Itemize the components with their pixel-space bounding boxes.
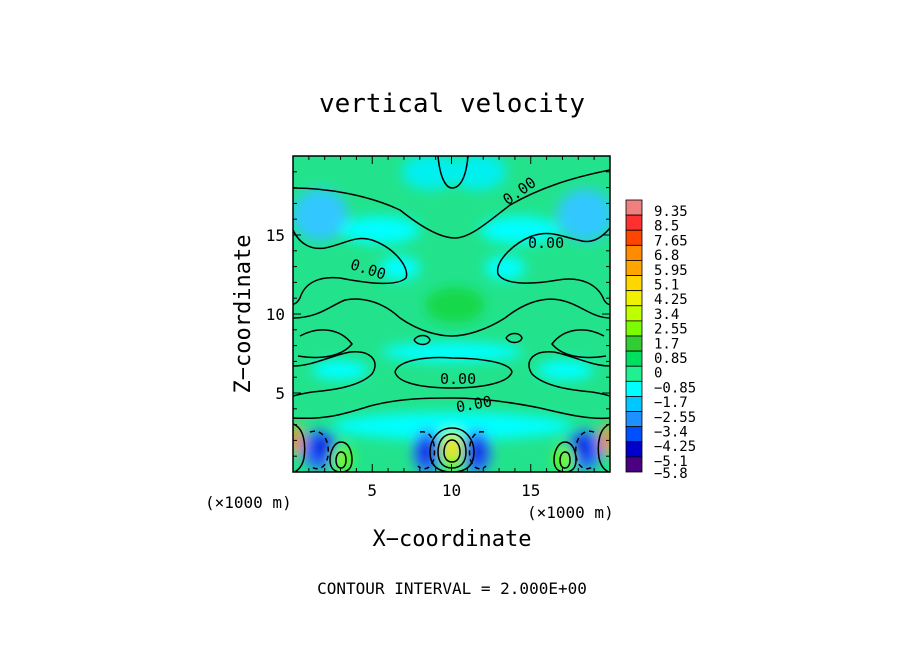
colorbar-label: 5.95 <box>654 263 688 279</box>
field-blob <box>537 360 593 380</box>
field-blob <box>485 256 525 280</box>
contour-lines <box>293 156 610 472</box>
contour-right-peak-inner <box>559 451 571 469</box>
colorbar-label: 7.65 <box>654 233 688 249</box>
colorbar-swatch <box>625 229 643 246</box>
contour-left-edge <box>293 423 306 472</box>
colorbar-swatch <box>625 350 643 367</box>
contour-upper-right <box>497 227 610 306</box>
field-blob <box>382 342 522 362</box>
y-tick-label: 5 <box>275 384 285 403</box>
colorbar-label: 0 <box>654 366 662 382</box>
field-blob <box>420 441 434 463</box>
colorbar-label: 6.8 <box>654 248 679 264</box>
contour-small-right <box>505 332 523 344</box>
colorbar-swatch <box>625 214 643 231</box>
colorbar-swatch <box>625 441 643 458</box>
contour-label: 0.00 <box>440 370 476 388</box>
colorbar-swatch <box>625 199 643 216</box>
contour-right-edge <box>597 423 610 472</box>
colorbar-swatch <box>625 411 643 428</box>
contour-interval-text: CONTOUR INTERVAL = 2.000E+00 <box>317 579 587 598</box>
field-blob <box>331 445 351 471</box>
axis-ticks <box>293 156 610 472</box>
colorbar-swatch <box>625 305 643 322</box>
field-blob <box>557 189 610 241</box>
field-blob <box>470 441 484 463</box>
contour-dashed-left <box>309 430 330 470</box>
contour-right-lobe <box>528 351 610 397</box>
y-axis-label: Z−coordinate <box>231 235 256 394</box>
colorbar-swatch <box>625 290 643 307</box>
colorbar-label: 5.1 <box>654 277 679 293</box>
colorbar-label: −3.4 <box>654 424 688 440</box>
contour-left-peak <box>329 441 353 472</box>
y-tick-label: 15 <box>266 226 285 245</box>
colorbar-swatch <box>625 380 643 397</box>
colorbar-label: −0.85 <box>654 380 696 396</box>
field-blob <box>555 445 575 471</box>
colorbar-swatch <box>625 426 643 443</box>
y-tick-label: 10 <box>266 305 285 324</box>
field-blob <box>312 360 368 380</box>
field-blob <box>340 216 420 244</box>
contour-top-cap <box>437 156 469 189</box>
field-blob <box>380 256 420 280</box>
colorbar-label: 2.55 <box>654 322 688 338</box>
colorbar-label: 9.35 <box>654 204 688 220</box>
colorbar-label: −5.1 <box>654 454 688 470</box>
colorbar-label: −4.25 <box>654 439 696 455</box>
colorbar-swatch <box>625 275 643 292</box>
colorbar-swatch <box>625 320 643 337</box>
field-blob <box>332 412 572 440</box>
field-blob <box>425 287 485 323</box>
contour-right-peak <box>553 441 577 472</box>
colorbar-swatch <box>625 260 643 276</box>
colorbar-swatch <box>625 335 643 352</box>
contour-upper-band <box>293 169 610 239</box>
colorbar-label: −1.7 <box>654 395 688 411</box>
colorbar-label: −2.55 <box>654 410 696 426</box>
contour-small-left <box>413 334 431 346</box>
colorbar-swatch <box>625 456 643 473</box>
colorbar-swatch <box>625 244 643 261</box>
chart-title: vertical velocity <box>319 89 585 119</box>
field-blob <box>450 156 506 190</box>
contour-label: 0.00 <box>455 392 494 416</box>
colorbar-label: 1.7 <box>654 336 679 352</box>
x-tick-label: 5 <box>367 481 377 500</box>
colorbar-label: −5.8 <box>654 466 688 482</box>
field-blob <box>293 189 348 241</box>
contour-low-band <box>293 397 610 420</box>
colorbar-swatch <box>625 365 643 382</box>
contour-dashed-right <box>574 430 595 470</box>
field-blob <box>402 156 458 190</box>
field-blobs <box>293 156 610 472</box>
contour-upper-left <box>293 229 408 305</box>
colorbar-label: 3.4 <box>654 307 679 323</box>
colorbar-label: 0.85 <box>654 351 688 367</box>
colorbar-label: 8.5 <box>654 219 679 235</box>
x-axis-label: X−coordinate <box>373 527 532 552</box>
contour-left-lobe <box>293 351 376 397</box>
heatmap-field: 0.00 0.00 0.00 0.00 0.00 <box>293 156 610 472</box>
colorbar: 9.358.57.656.85.955.14.253.42.551.70.850… <box>625 199 696 482</box>
contour-ring-innermost <box>443 439 461 463</box>
contour-label: 0.00 <box>528 234 564 252</box>
contour-left-middle <box>297 329 353 359</box>
contour-center-ring <box>394 356 513 389</box>
colorbar-label: 4.25 <box>654 292 688 308</box>
x-tick-label: 15 <box>521 481 540 500</box>
field-blob <box>480 216 560 244</box>
contour-ring-central <box>429 427 475 472</box>
z-unit-label: (×1000 m) <box>205 493 292 512</box>
colorbar-swatch <box>625 396 643 412</box>
x-unit-label: (×1000 m) <box>527 503 614 522</box>
contour-mid-upper <box>293 298 610 337</box>
x-tick-label: 10 <box>442 481 461 500</box>
contour-right-middle <box>551 329 607 359</box>
